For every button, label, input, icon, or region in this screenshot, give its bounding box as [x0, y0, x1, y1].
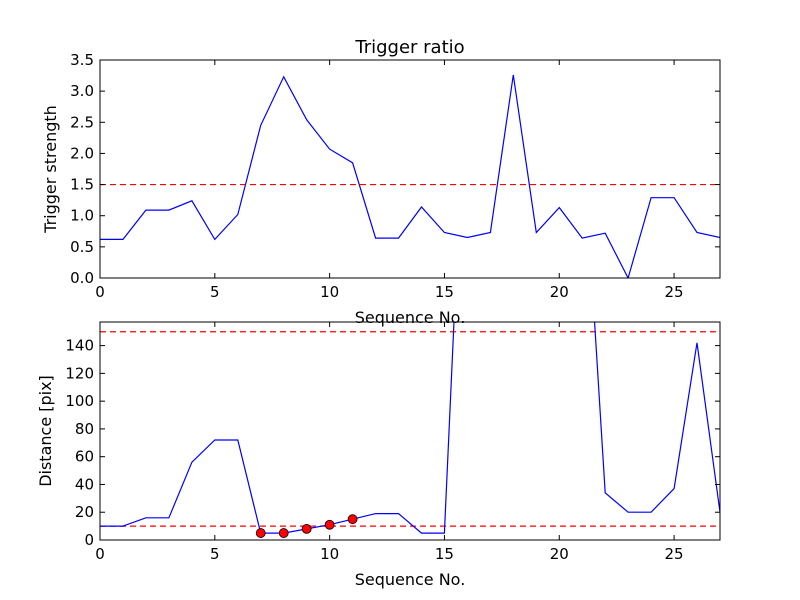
chart-top-frame — [99, 59, 721, 279]
chart-bottom-series-line — [100, 322, 720, 534]
chart-bottom-data-marker — [301, 523, 312, 534]
chart-top-ylabel: Trigger strength — [41, 105, 60, 234]
chart-bottom-xtick-label: 20 — [550, 545, 569, 563]
chart-top-ytick-label: 1.0 — [70, 207, 94, 225]
chart-bottom-data-marker — [324, 519, 335, 530]
chart-top-ytick-label: 3.0 — [70, 82, 94, 100]
chart-bottom-data-marker — [347, 514, 358, 525]
chart-bottom-ytick-label: 80 — [75, 420, 94, 438]
chart-top-xlabel: Sequence No. — [355, 308, 466, 327]
chart-top: Trigger ratio 0 5 10 15 20 25 0.0 0.5 1.0 1.5 2.0 2… — [41, 37, 721, 327]
chart-bottom-data-marker — [278, 528, 289, 538]
chart-bottom-ytick-label: 0 — [84, 531, 94, 549]
chart-top-xtick-label: 15 — [435, 283, 454, 301]
chart-bottom-xtick-label: 25 — [665, 545, 684, 563]
chart-bottom-xtick-label: 5 — [210, 545, 220, 563]
chart-bottom-xlabel: Sequence No. — [355, 570, 466, 589]
chart-bottom-ytick-label: 100 — [65, 392, 94, 410]
chart-top-ytick-label: 2.0 — [70, 144, 94, 162]
chart-bottom-data-marker — [255, 528, 266, 538]
chart-bottom-ytick-label: 120 — [65, 364, 94, 382]
chart-bottom-ytick-label: 140 — [65, 337, 94, 355]
chart-top-xtick-label: 5 — [210, 283, 220, 301]
chart-top-title: Trigger ratio — [354, 37, 464, 58]
chart-top-ytick-label: 1.5 — [70, 176, 94, 194]
chart-top-xtick-label: 10 — [320, 283, 339, 301]
chart-bottom-xtick-label: 10 — [320, 545, 339, 563]
chart-top-xtick-label: 20 — [550, 283, 569, 301]
chart-bottom: 0 5 10 15 20 25 0 20 40 60 80 100 120 140 Distance [p… — [36, 321, 721, 589]
chart-bottom-ytick-label: 20 — [75, 503, 94, 521]
chart-bottom-xtick-label: 15 — [435, 545, 454, 563]
chart-bottom-ytick-label: 60 — [75, 448, 94, 466]
chart-top-ticks: 0 5 10 15 20 25 0.0 0.5 1.0 1.5 2.0 2.5 3.0 3.5 — [70, 51, 720, 301]
chart-bottom-xtick-label: 0 — [95, 545, 105, 563]
chart-top-lines — [100, 74, 720, 278]
chart-top-ytick-label: 2.5 — [70, 113, 94, 131]
chart-bottom-ylabel: Distance [pix] — [36, 375, 55, 487]
chart-bottom-frame — [99, 321, 721, 541]
chart-top-xtick-label: 0 — [95, 283, 105, 301]
chart-bottom-ytick-label: 40 — [75, 475, 94, 493]
chart-top-ytick-label: 0.0 — [70, 269, 94, 287]
chart-top-ytick-label: 0.5 — [70, 238, 94, 256]
chart-top-series-line — [100, 74, 720, 278]
chart-top-ytick-label: 3.5 — [70, 51, 94, 69]
chart-bottom-ticks: 0 5 10 15 20 25 0 20 40 60 80 100 120 140 — [65, 322, 720, 563]
chart-top-xtick-label: 25 — [665, 283, 684, 301]
chart-bottom-lines — [100, 322, 720, 538]
